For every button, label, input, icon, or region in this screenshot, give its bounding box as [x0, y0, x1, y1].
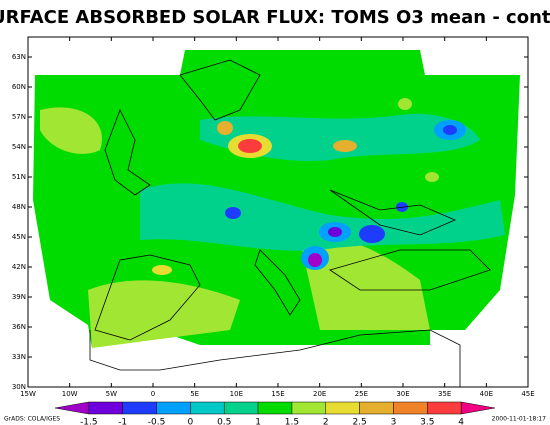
- lat-label: 33N: [12, 353, 26, 361]
- field-spot: [225, 207, 241, 219]
- coastlines: [89, 59, 491, 387]
- colorbar-swatch: [460, 401, 496, 415]
- colorbar-label: 0.5: [217, 418, 231, 425]
- field-spot: [425, 172, 439, 182]
- footer-left: GrADS: COLA/IGES: [4, 416, 60, 423]
- lon-label: 40E: [480, 390, 493, 398]
- lat-label: 63N: [12, 53, 26, 61]
- field-spot: [152, 265, 172, 275]
- field-spot: [398, 98, 412, 110]
- lat-label: 54N: [12, 143, 26, 151]
- coastline: [179, 59, 261, 121]
- colorbar-label: 1: [255, 418, 261, 425]
- ticks: 30N 33N 36N 39N 42N 45N 48N 51N 54N 57N 60N 63N 15W 1…: [12, 37, 535, 398]
- colorbar-swatch: [427, 401, 462, 415]
- field-region: [88, 280, 240, 348]
- field-region: [40, 107, 102, 154]
- colorbar-label: -1: [118, 418, 127, 425]
- field-spot: [359, 225, 385, 243]
- coastline: [89, 329, 461, 387]
- colorbar-swatch: [156, 401, 191, 415]
- field-spot: [328, 227, 342, 237]
- coastline: [94, 254, 201, 341]
- colorbar-label: 4: [458, 418, 464, 425]
- lat-label: 42N: [12, 263, 26, 271]
- coastline: [329, 249, 491, 291]
- colorbar-swatch: [257, 401, 293, 415]
- colorbar-swatch: [291, 401, 327, 415]
- colorbar: -1.5 -1 -0.5 0 0.5 1 1.5 2 2.5 3 3.5 4: [54, 401, 496, 425]
- lat-label: 45N: [12, 233, 26, 241]
- lon-label: 0: [151, 390, 155, 398]
- field-region: [300, 237, 430, 330]
- lon-label: 45E: [521, 390, 534, 398]
- lon-label: 10E: [230, 390, 243, 398]
- lat-label: 30N: [12, 383, 26, 391]
- coastline: [104, 109, 151, 196]
- lon-label: 5W: [106, 390, 117, 398]
- field-spot: [217, 121, 233, 135]
- field-region: [140, 183, 505, 251]
- coastline: [254, 249, 301, 316]
- colorbar-swatch: [325, 401, 360, 415]
- coastline: [329, 189, 457, 236]
- footer-right: 2000-11-01-18:17: [492, 416, 547, 423]
- lat-label: 39N: [12, 293, 26, 301]
- colorbar-swatch: [223, 401, 259, 415]
- field-spot: [333, 140, 357, 152]
- title: SURFACE ABSORBED SOLAR FLUX: TOMS O3 mea…: [0, 7, 550, 28]
- field-spot: [308, 253, 322, 267]
- colorbar-label: 2: [323, 418, 329, 425]
- field-spot: [443, 125, 457, 135]
- lat-label: 57N: [12, 113, 26, 121]
- colorbar-label: 2.5: [352, 418, 366, 425]
- colorbar-swatch: [393, 401, 428, 415]
- lon-label: 35E: [438, 390, 451, 398]
- colorbar-label: -0.5: [148, 418, 166, 425]
- lon-label: 20E: [313, 390, 326, 398]
- field-spot: [238, 139, 262, 153]
- colorbar-swatch: [190, 401, 225, 415]
- lat-label: 60N: [12, 83, 26, 91]
- lon-label: 15E: [271, 390, 284, 398]
- lon-label: 15W: [20, 390, 36, 398]
- lon-label: 5E: [190, 390, 199, 398]
- colorbar-label: -1.5: [80, 418, 98, 425]
- colorbar-swatch: [359, 401, 394, 415]
- lat-label: 51N: [12, 173, 26, 181]
- field: [33, 50, 520, 348]
- colorbar-swatch: [88, 401, 123, 415]
- lon-label: 30E: [396, 390, 409, 398]
- colorbar-label: 0: [188, 418, 194, 425]
- lat-label: 48N: [12, 203, 26, 211]
- lon-label: 25E: [355, 390, 368, 398]
- colorbar-swatch: [122, 401, 157, 415]
- lon-label: 10W: [62, 390, 78, 398]
- lat-label: 36N: [12, 323, 26, 331]
- colorbar-label: 1.5: [285, 418, 299, 425]
- colorbar-label: 3: [391, 418, 397, 425]
- colorbar-label: 3.5: [420, 418, 434, 425]
